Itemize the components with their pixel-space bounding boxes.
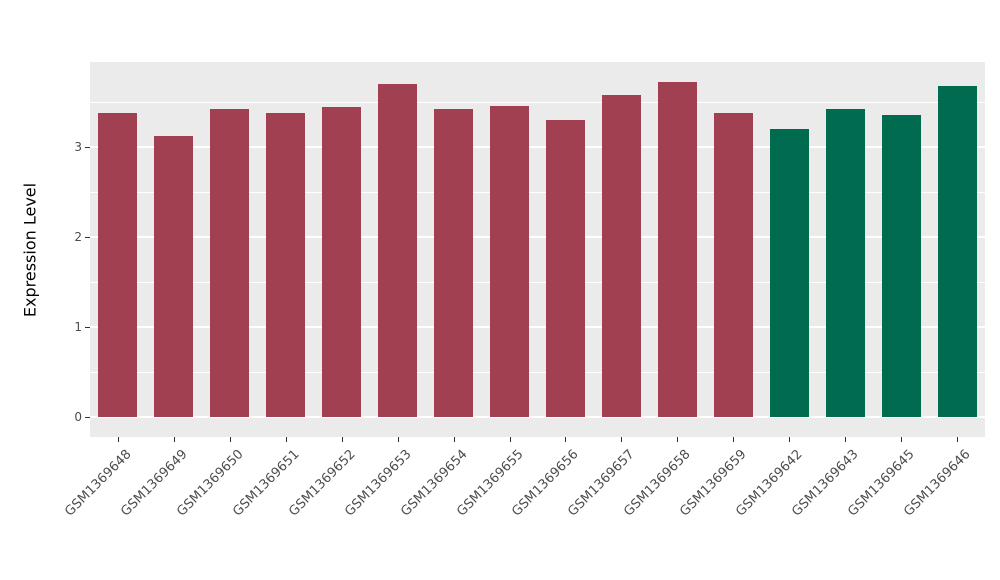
gridline-minor bbox=[90, 282, 985, 283]
x-tick-mark bbox=[957, 437, 959, 442]
x-tick-mark bbox=[509, 437, 511, 442]
bar bbox=[937, 85, 977, 417]
y-tick-mark bbox=[85, 147, 90, 148]
bar bbox=[434, 109, 474, 417]
y-tick-mark bbox=[85, 327, 90, 328]
bar bbox=[713, 112, 753, 417]
y-axis-title: Expression Level bbox=[20, 182, 40, 318]
bar bbox=[98, 112, 138, 417]
x-tick-mark bbox=[789, 437, 791, 442]
bar bbox=[378, 84, 418, 417]
bar bbox=[657, 82, 697, 417]
x-tick-mark bbox=[845, 437, 847, 442]
bar bbox=[769, 129, 809, 417]
y-tick-label: 0 bbox=[74, 410, 82, 424]
gridline-minor bbox=[90, 102, 985, 103]
bar bbox=[825, 109, 865, 417]
x-tick-mark bbox=[453, 437, 455, 442]
gridline-minor bbox=[90, 192, 985, 193]
gridline-minor bbox=[90, 372, 985, 373]
gridline-major bbox=[90, 416, 985, 418]
x-tick-mark bbox=[397, 437, 399, 442]
y-tick-label: 2 bbox=[74, 230, 82, 244]
y-tick-label: 3 bbox=[74, 140, 82, 154]
x-tick-mark bbox=[285, 437, 287, 442]
x-tick-mark bbox=[173, 437, 175, 442]
x-tick-mark bbox=[229, 437, 231, 442]
plot-panel bbox=[90, 62, 985, 437]
x-tick-mark bbox=[677, 437, 679, 442]
x-tick-mark bbox=[621, 437, 623, 442]
bar bbox=[322, 106, 362, 417]
gridline-major bbox=[90, 146, 985, 148]
gridline-major bbox=[90, 326, 985, 328]
x-tick-mark bbox=[565, 437, 567, 442]
bar bbox=[601, 94, 641, 417]
x-tick-mark bbox=[901, 437, 903, 442]
x-tick-mark bbox=[341, 437, 343, 442]
y-tick-label: 1 bbox=[74, 320, 82, 334]
bar bbox=[266, 112, 306, 417]
bar bbox=[490, 105, 530, 417]
x-tick-mark bbox=[117, 437, 119, 442]
bar bbox=[881, 114, 921, 417]
bar bbox=[154, 136, 194, 417]
gridline-major bbox=[90, 236, 985, 238]
bar bbox=[210, 109, 250, 417]
bar bbox=[545, 120, 585, 417]
y-tick-mark bbox=[85, 417, 90, 418]
x-tick-mark bbox=[733, 437, 735, 442]
y-tick-mark bbox=[85, 237, 90, 238]
